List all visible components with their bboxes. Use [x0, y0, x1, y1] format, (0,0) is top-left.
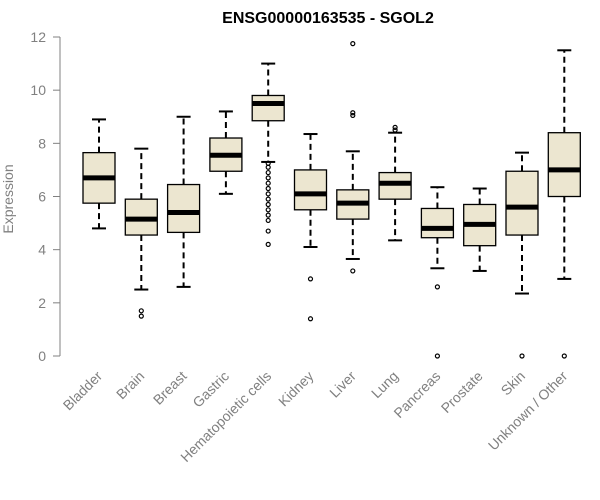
y-axis-label: Expression — [0, 164, 16, 233]
y-tick-label: 12 — [30, 29, 46, 45]
iqr-box — [378, 171, 412, 200]
outlier-point — [138, 313, 144, 319]
outlier-point — [434, 284, 440, 290]
y-tick-label: 0 — [38, 348, 46, 364]
box-lung — [378, 124, 412, 242]
y-tick-label: 4 — [38, 242, 46, 258]
x-tick-label: Kidney — [275, 368, 317, 410]
box-breast — [166, 115, 201, 288]
outlier-point — [350, 112, 356, 119]
outlier-point — [561, 353, 567, 359]
x-tick-label: Pancreas — [390, 368, 443, 421]
outlier-point — [265, 212, 271, 218]
x-tick-label: Skin — [498, 368, 529, 399]
outlier-point — [265, 175, 271, 181]
box-liver — [336, 41, 370, 274]
iqr-box — [251, 94, 285, 122]
outlier-point — [265, 191, 271, 197]
outlier-point — [307, 316, 314, 322]
box-skin — [505, 151, 539, 359]
x-tick-label: Lung — [368, 368, 401, 401]
box-unknown-other — [547, 49, 581, 359]
outlier-point — [392, 124, 398, 130]
outlier-point — [265, 228, 271, 234]
outlier-point — [392, 127, 398, 133]
y-tick-label: 10 — [30, 82, 46, 98]
x-tick-label: Unknown / Other — [485, 368, 571, 454]
x-tick-label: Prostate — [438, 368, 486, 416]
box-hematopoietic-cells — [251, 62, 285, 247]
outlier-point — [265, 160, 271, 166]
box-gastric — [209, 110, 243, 195]
outlier-point — [265, 180, 271, 186]
iqr-box — [420, 207, 455, 239]
chart-title: ENSG00000163535 - SGOL2 — [222, 10, 434, 27]
outlier-point — [350, 41, 356, 47]
iqr-box — [166, 183, 201, 234]
outlier-point — [265, 241, 271, 247]
box-pancreas — [420, 186, 455, 359]
outlier-point — [307, 276, 314, 282]
boxes-group — [82, 41, 581, 359]
outlier-point — [265, 217, 271, 224]
y-tick-label: 2 — [38, 295, 46, 311]
x-tick-label: Liver — [326, 368, 359, 401]
x-tick-label: Bladder — [60, 368, 106, 414]
box-brain — [124, 147, 158, 319]
outlier-point — [434, 353, 440, 359]
iqr-box — [547, 132, 581, 198]
outlier-point — [138, 308, 144, 314]
outlier-point — [350, 268, 356, 274]
iqr-box — [293, 169, 328, 211]
y-axis: 0 2 4 6 8 10 12 — [30, 29, 61, 364]
outlier-point — [265, 201, 271, 208]
outlier-point — [519, 353, 525, 359]
outlier-point — [265, 185, 271, 192]
box-kidney — [293, 133, 328, 322]
box-prostate — [463, 187, 497, 272]
outlier-point — [265, 169, 271, 176]
iqr-box — [505, 170, 539, 236]
y-tick-label: 8 — [38, 135, 46, 151]
box-bladder — [82, 118, 116, 230]
y-tick-label: 6 — [38, 189, 46, 205]
x-tick-label: Breast — [150, 368, 190, 408]
outlier-point — [350, 110, 356, 116]
outlier-point — [265, 207, 271, 213]
outlier-point — [265, 196, 271, 202]
x-tick-label: Brain — [113, 368, 147, 402]
